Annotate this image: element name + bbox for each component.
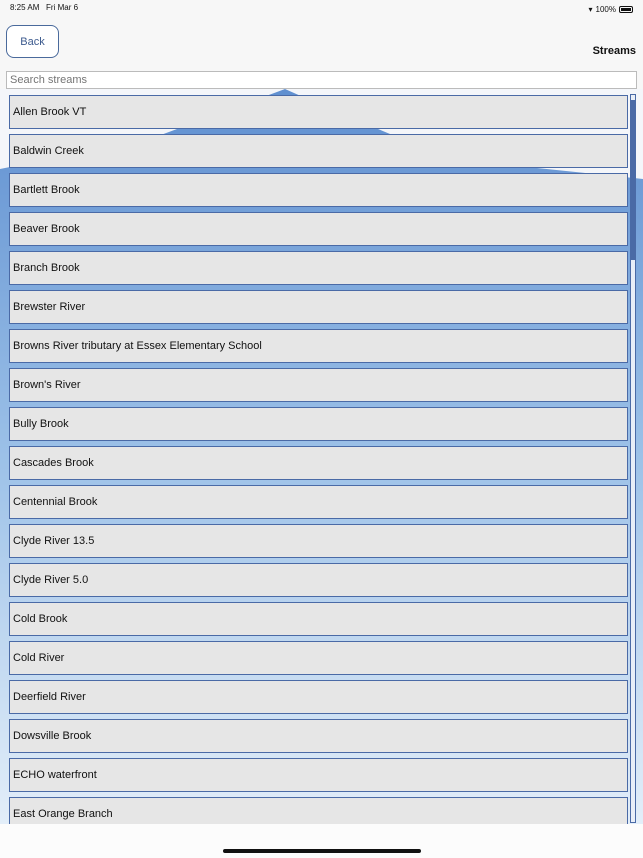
- stream-list-item[interactable]: Centennial Brook: [9, 485, 628, 519]
- scrollbar-thumb[interactable]: [631, 100, 635, 260]
- battery-icon: [619, 5, 633, 13]
- stream-list-item[interactable]: ECHO waterfront: [9, 758, 628, 792]
- stream-list-item[interactable]: Brewster River: [9, 290, 628, 324]
- stream-list-item[interactable]: Bully Brook: [9, 407, 628, 441]
- stream-list-item[interactable]: Cold Brook: [9, 602, 628, 636]
- status-time: 8:25 AM: [10, 3, 40, 12]
- stream-list: Allen Brook VT Baldwin Creek Bartlett Broo…: [9, 95, 628, 824]
- stream-list-item[interactable]: Cascades Brook: [9, 446, 628, 480]
- stream-list-item[interactable]: Brown's River: [9, 368, 628, 402]
- stream-list-item[interactable]: Cold River: [9, 641, 628, 675]
- home-indicator[interactable]: [223, 849, 421, 853]
- stream-list-item[interactable]: Branch Brook: [9, 251, 628, 285]
- stream-list-item[interactable]: Clyde River 5.0: [9, 563, 628, 597]
- back-button[interactable]: Back: [6, 25, 59, 58]
- battery-percent: 100%: [595, 4, 616, 14]
- stream-list-container: Allen Brook VT Baldwin Creek Bartlett Broo…: [0, 89, 643, 824]
- scrollbar[interactable]: [630, 94, 636, 823]
- status-bar: 8:25 AM Fri Mar 6 ▾ 100%: [10, 3, 633, 15]
- search-input[interactable]: [6, 71, 637, 89]
- stream-list-item[interactable]: Dowsville Brook: [9, 719, 628, 753]
- page-title: Streams: [592, 45, 636, 57]
- wifi-icon: ▾: [588, 4, 593, 14]
- stream-list-item[interactable]: Baldwin Creek: [9, 134, 628, 168]
- status-date: Fri Mar 6: [46, 3, 79, 12]
- stream-list-item[interactable]: Clyde River 13.5: [9, 524, 628, 558]
- stream-list-item[interactable]: Deerfield River: [9, 680, 628, 714]
- stream-list-item[interactable]: Bartlett Brook: [9, 173, 628, 207]
- stream-list-item[interactable]: Beaver Brook: [9, 212, 628, 246]
- stream-list-item[interactable]: East Orange Branch: [9, 797, 628, 824]
- stream-list-item[interactable]: Browns River tributary at Essex Elementa…: [9, 329, 628, 363]
- stream-list-item[interactable]: Allen Brook VT: [9, 95, 628, 129]
